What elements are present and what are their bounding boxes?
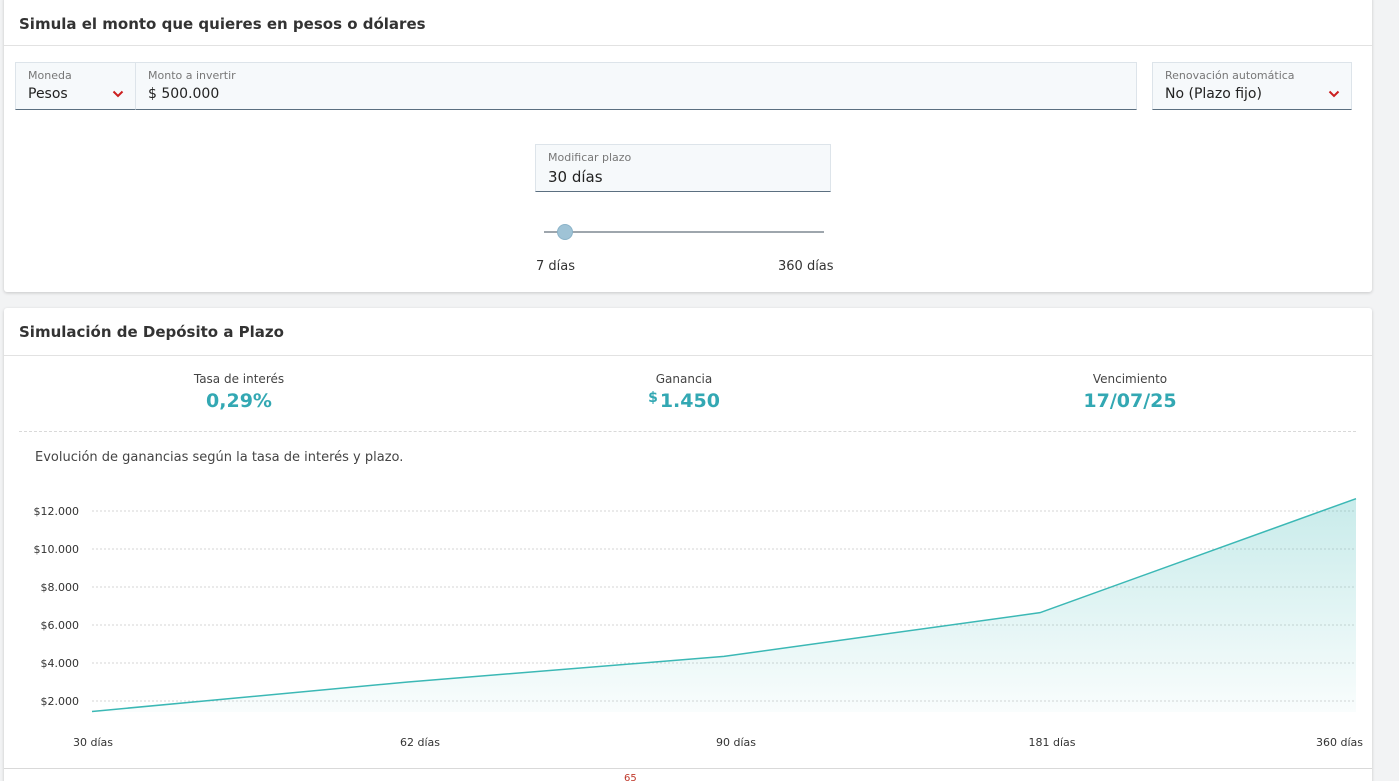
y-tick-label: $6.000 (41, 619, 80, 632)
x-tick-label: 62 días (400, 736, 440, 749)
slider-min-label: 7 días (536, 259, 576, 274)
profit-label: Ganancia (655, 372, 713, 386)
term-input[interactable]: Modificar plazo 30 días (535, 144, 831, 192)
amount-input[interactable]: Monto a invertir $ 500.000 (135, 62, 1137, 110)
y-tick-label: $4.000 (41, 657, 80, 670)
simulator-title: Simula el monto que quieres en pesos o d… (19, 15, 426, 33)
term-value: 30 días (548, 168, 603, 186)
interest-rate-label: Tasa de interés (193, 372, 285, 386)
results-title: Simulación de Depósito a Plazo (19, 323, 284, 341)
auto-renewal-value: No (Plazo fijo) (1165, 86, 1262, 102)
maturity-value: 17/07/25 (1083, 390, 1177, 412)
x-tick-label: 360 días (1316, 736, 1363, 749)
term-label: Modificar plazo (548, 151, 632, 164)
currency-value: Pesos (28, 86, 68, 102)
results-divider (19, 431, 1356, 432)
currency-select[interactable]: Moneda Pesos (15, 62, 136, 110)
term-slider-track[interactable] (544, 231, 824, 233)
auto-renewal-label: Renovación automática (1165, 69, 1295, 82)
chart-caption: Evolución de ganancias según la tasa de … (35, 450, 404, 465)
results-header: Simulación de Depósito a Plazo (4, 308, 1372, 356)
slider-max-label: 360 días (778, 259, 834, 274)
maturity-stat: Vencimiento 17/07/25 (1010, 372, 1250, 412)
results-footer-divider (4, 768, 1372, 769)
amount-value: $ 500.000 (148, 86, 220, 102)
maturity-label: Vencimiento (1092, 372, 1168, 386)
earnings-area (92, 498, 1356, 712)
amount-label: Monto a invertir (148, 69, 236, 82)
simulator-header: Simula el monto que quieres en pesos o d… (4, 0, 1372, 46)
chevron-down-icon (112, 90, 124, 98)
profit-value-wrap: $1.450 (564, 390, 804, 412)
chart-y-axis: $2.000 $4.000 $6.000 $8.000 $10.000 $12.000 (34, 505, 80, 708)
chevron-down-icon (1328, 90, 1340, 98)
footer-fragment: 65 (624, 773, 637, 781)
x-tick-label: 30 días (73, 736, 113, 749)
interest-rate-stat: Tasa de interés 0,29% (119, 372, 359, 412)
y-tick-label: $10.000 (34, 543, 80, 556)
x-tick-label: 181 días (1028, 736, 1075, 749)
y-tick-label: $2.000 (41, 695, 80, 708)
currency-label: Moneda (28, 69, 72, 82)
term-slider-handle[interactable] (557, 224, 573, 240)
y-tick-label: $8.000 (41, 581, 80, 594)
x-tick-label: 90 días (716, 736, 756, 749)
earnings-chart: $2.000 $4.000 $6.000 $8.000 $10.000 $12.000 3… (34, 497, 1363, 749)
chart-points (91, 498, 1357, 712)
profit-value: 1.450 (659, 390, 720, 412)
chart-x-axis: 30 días 62 días 90 días 181 días 360 días (73, 736, 1363, 749)
auto-renewal-select[interactable]: Renovación automática No (Plazo fijo) (1152, 62, 1352, 110)
y-tick-label: $12.000 (34, 505, 80, 518)
interest-rate-value: 0,29% (206, 390, 272, 412)
profit-stat: Ganancia $1.450 (564, 372, 804, 412)
profit-currency: $ (648, 390, 658, 406)
